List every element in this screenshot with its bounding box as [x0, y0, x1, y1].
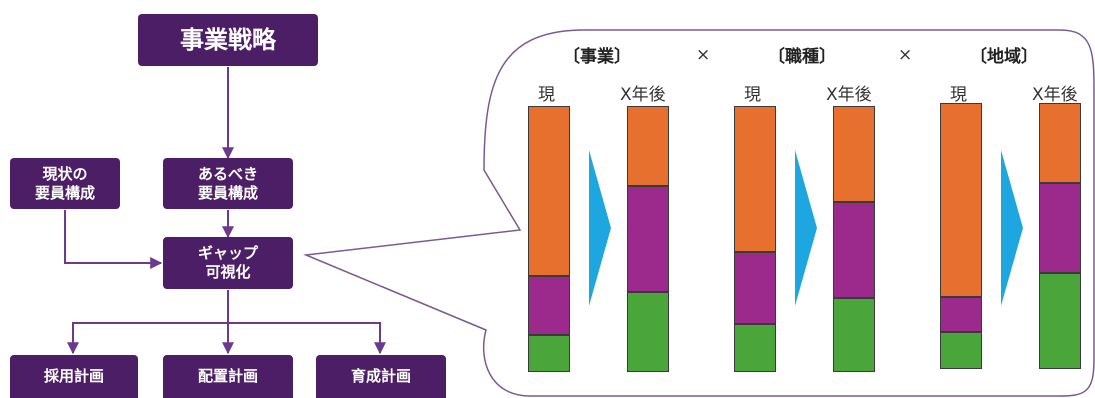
current-staffing-box: 現状の 要員構成 [10, 158, 120, 209]
bar-segment-green [1039, 273, 1081, 369]
bar-segment-orange [940, 103, 982, 298]
bar-segment-purple [940, 297, 982, 332]
stacked-bar-business-now [528, 106, 570, 372]
chevron-icon-jobtype [795, 150, 817, 306]
placement-plan-box: 配置計画 [163, 355, 293, 398]
times-symbol-2: × [898, 45, 913, 65]
header-jobtype: 〔職種〕 [768, 47, 836, 67]
arrow-to-training [228, 322, 386, 355]
times-symbol-1: × [696, 45, 711, 65]
header-region: 〔地域〕 [970, 47, 1038, 67]
stacked-bar-jobtype-future [833, 106, 875, 372]
ideal-staffing-box: あるべき 要員構成 [163, 158, 293, 209]
chevron-icon-business [589, 150, 611, 306]
bar-segment-green [627, 292, 669, 372]
callout-bubble [303, 29, 1095, 397]
current-staffing-line1: 現状の [42, 164, 88, 183]
stacked-bar-region-future [1039, 103, 1081, 369]
bar-segment-green [734, 324, 776, 372]
hiring-plan-label: 採用計画 [43, 367, 104, 386]
placement-plan-label: 配置計画 [197, 367, 258, 386]
arrow-to-hiring [67, 322, 228, 355]
gap-line1: ギャップ [197, 244, 258, 263]
label-future-jobtype: X年後 [826, 85, 872, 105]
stacked-bar-jobtype-now [734, 106, 776, 372]
bar-segment-orange [627, 106, 669, 186]
chevron-icon-region [1001, 150, 1023, 306]
bar-segment-purple [1039, 182, 1081, 274]
gap-line2: 可視化 [205, 263, 251, 281]
bar-segment-purple [833, 201, 875, 298]
bar-segment-orange [1039, 103, 1081, 183]
bar-segment-green [833, 297, 875, 372]
bar-segment-orange [734, 106, 776, 253]
bar-segment-purple [734, 252, 776, 325]
bar-segment-orange [528, 106, 570, 277]
ideal-staffing-line1: あるべき [197, 164, 258, 183]
bar-segment-green [940, 331, 982, 369]
label-now-jobtype: 現 [744, 85, 761, 105]
ideal-staffing-line2: 要員構成 [197, 183, 258, 202]
label-now-business: 現 [538, 85, 555, 105]
label-now-region: 現 [950, 85, 967, 105]
strategy-label: 事業戦略 [180, 26, 276, 54]
label-future-business: X年後 [620, 85, 666, 105]
stacked-bar-business-future [627, 106, 669, 372]
arrow-current-to-gap [64, 210, 163, 269]
label-future-region: X年後 [1032, 85, 1078, 105]
training-plan-box: 育成計画 [316, 355, 446, 398]
current-staffing-line2: 要員構成 [34, 183, 95, 202]
stacked-bar-region-now [940, 103, 982, 369]
hiring-plan-box: 採用計画 [10, 355, 138, 398]
bar-segment-purple [627, 185, 669, 293]
training-plan-label: 育成計画 [350, 367, 411, 386]
bar-segment-orange [833, 106, 875, 202]
bar-segment-purple [528, 276, 570, 335]
bar-segment-green [528, 334, 570, 372]
strategy-box: 事業戦略 [138, 14, 318, 66]
gap-visualization-box: ギャップ 可視化 [163, 237, 293, 289]
header-business: 〔事業〕 [563, 47, 631, 67]
